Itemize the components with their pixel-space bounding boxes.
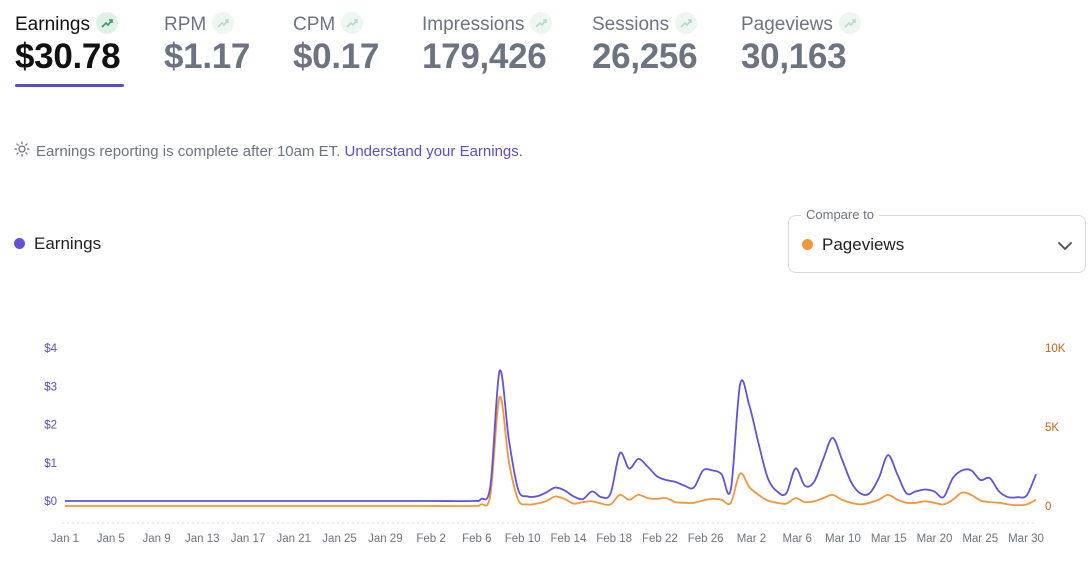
understand-earnings-link[interactable]: Understand your Earnings. xyxy=(344,142,523,160)
x-tick-label: Mar 15 xyxy=(871,533,907,545)
metric-value: 179,426 xyxy=(422,37,547,76)
x-tick-label: Feb 18 xyxy=(596,533,632,545)
y-left-tick-label: $0 xyxy=(44,496,57,508)
metric-label: CPM xyxy=(293,14,336,35)
x-tick-label: Jan 9 xyxy=(142,533,170,545)
metric-label: Sessions xyxy=(592,14,670,35)
x-axis: Jan 1 Jan 5 Jan 9 Jan 13 Jan 17 Jan 21 Jan 25 J… xyxy=(51,533,1044,545)
right-axis: 10K 5K 0 xyxy=(1045,343,1066,513)
y-right-tick-label: 0 xyxy=(1045,501,1051,513)
y-left-tick-label: $1 xyxy=(44,458,57,470)
y-right-tick-label: 5K xyxy=(1045,422,1059,434)
trend-up-icon xyxy=(675,12,698,34)
metric-value: $1.17 xyxy=(164,37,251,76)
x-tick-label: Feb 2 xyxy=(416,533,445,545)
metric-label: RPM xyxy=(164,14,207,35)
x-tick-label: Jan 13 xyxy=(185,533,220,545)
chart-legend: Earnings xyxy=(14,234,101,254)
x-tick-label: Feb 26 xyxy=(688,533,724,545)
metric-value: 30,163 xyxy=(741,37,847,76)
x-tick-label: Jan 1 xyxy=(51,533,79,545)
metric-pageviews[interactable]: Pageviews 30,163 xyxy=(741,12,861,77)
x-tick-label: Jan 21 xyxy=(277,533,312,545)
x-tick-label: Mar 25 xyxy=(962,533,998,545)
left-axis: $4 $3 $2 $1 $0 xyxy=(44,343,57,508)
earnings-notice: Earnings reporting is complete after 10a… xyxy=(14,141,523,162)
metric-label: Earnings xyxy=(15,14,90,35)
metric-impressions[interactable]: Impressions 179,426 xyxy=(422,12,553,77)
x-tick-label: Jan 29 xyxy=(368,533,403,545)
metric-label: Impressions xyxy=(422,14,525,35)
y-right-tick-label: 10K xyxy=(1045,343,1066,355)
metric-value: $0.17 xyxy=(293,37,380,76)
trend-up-icon xyxy=(530,12,553,34)
series-line-earnings xyxy=(64,369,1037,503)
series-line-pageviews xyxy=(64,396,1037,508)
compare-to-label: Compare to xyxy=(801,207,879,222)
x-tick-label: Feb 6 xyxy=(462,533,491,545)
compare-to-select[interactable]: Compare to Pageviews xyxy=(788,207,1086,273)
metric-value: $30.78 xyxy=(15,37,121,76)
x-tick-label: Feb 14 xyxy=(550,533,586,545)
earnings-legend-dot xyxy=(14,238,25,250)
trend-up-icon xyxy=(96,12,118,34)
legend-label: Earnings xyxy=(34,234,102,253)
metrics-bar: Earnings $30.78 RPM $1.17 CPM $0.17 Impr… xyxy=(0,0,1088,100)
compare-selected-value: Pageviews xyxy=(802,235,904,255)
y-left-tick-label: $3 xyxy=(44,381,57,393)
notice-text: Earnings reporting is complete after 10a… xyxy=(36,142,341,160)
trend-up-icon xyxy=(212,12,235,34)
chevron-down-icon xyxy=(1057,238,1073,256)
sun-icon xyxy=(14,141,30,161)
y-left-tick-label: $4 xyxy=(44,343,57,355)
metric-cpm[interactable]: CPM $0.17 xyxy=(293,12,380,77)
y-left-tick-label: $2 xyxy=(44,420,57,432)
metric-value: 26,256 xyxy=(592,37,698,76)
x-tick-label: Mar 30 xyxy=(1008,533,1044,545)
x-tick-label: Jan 5 xyxy=(97,533,125,545)
pageviews-legend-dot xyxy=(802,239,813,251)
active-tab-underline xyxy=(15,84,124,87)
x-tick-label: Feb 10 xyxy=(505,533,541,545)
x-tick-label: Mar 6 xyxy=(782,533,811,545)
x-tick-label: Mar 2 xyxy=(737,533,766,545)
x-tick-label: Feb 22 xyxy=(642,533,678,545)
trend-up-icon xyxy=(341,12,364,34)
x-tick-label: Jan 17 xyxy=(231,533,266,545)
metric-rpm[interactable]: RPM $1.17 xyxy=(164,12,251,77)
metric-sessions[interactable]: Sessions 26,256 xyxy=(592,12,698,77)
x-tick-label: Jan 25 xyxy=(322,533,357,545)
trend-up-icon xyxy=(838,12,861,34)
metric-earnings[interactable]: Earnings $30.78 xyxy=(15,12,124,87)
compare-value-text: Pageviews xyxy=(822,235,905,254)
metric-label: Pageviews xyxy=(741,14,833,35)
x-tick-label: Mar 10 xyxy=(825,533,861,545)
x-tick-label: Mar 20 xyxy=(917,533,953,545)
